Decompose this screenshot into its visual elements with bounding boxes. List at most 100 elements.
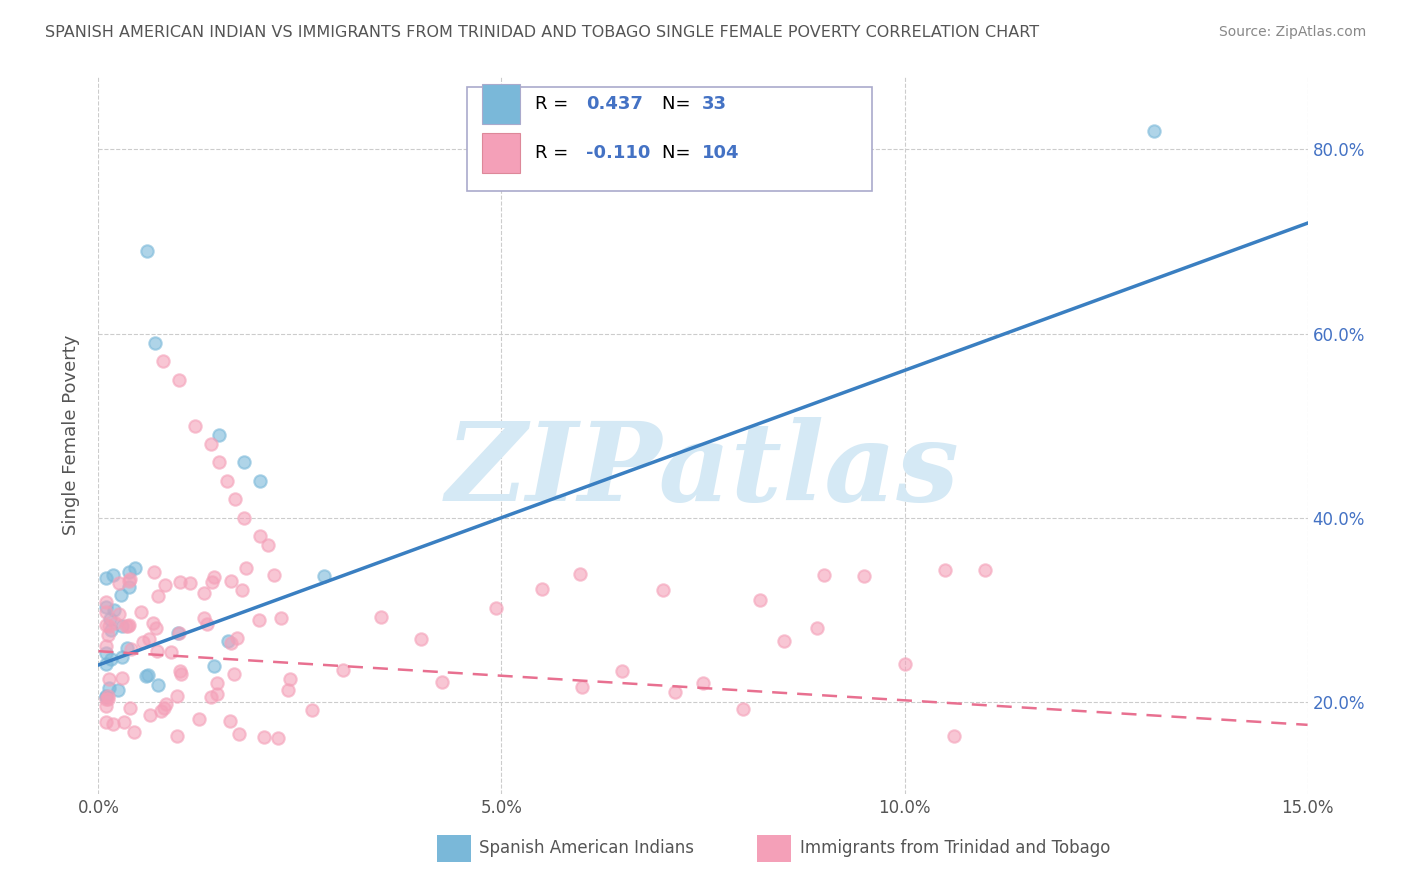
Point [135, 244, 157, 258]
Point [96, 657, 118, 672]
Point [263, 567, 285, 582]
Point [733, 702, 755, 716]
Point [132, 634, 155, 648]
Point [974, 563, 997, 577]
Point [96, 595, 118, 609]
Point [221, 574, 243, 589]
Point [208, 428, 231, 442]
Point [97, 690, 120, 704]
Point [96, 715, 118, 730]
Point [188, 712, 211, 726]
Point [108, 607, 131, 621]
Text: Spanish American Indians: Spanish American Indians [479, 839, 695, 857]
Point [122, 724, 145, 739]
Point [98, 681, 121, 696]
Text: 33: 33 [702, 95, 727, 113]
Text: ZIPatlas: ZIPatlas [446, 417, 960, 524]
Point [96, 618, 118, 632]
Point [97, 628, 120, 642]
Point [124, 561, 146, 575]
Point [166, 626, 188, 640]
Point [155, 698, 177, 712]
Point [202, 570, 225, 584]
Point [235, 561, 257, 575]
Point [568, 567, 591, 582]
Point [167, 373, 190, 387]
Point [118, 574, 141, 589]
Point [101, 717, 124, 731]
Point [100, 623, 122, 637]
Point [96, 639, 118, 653]
Point [129, 605, 152, 619]
Bar [482, 85, 520, 124]
Point [146, 589, 169, 603]
Text: N=: N= [662, 144, 696, 162]
Point [942, 729, 965, 743]
Point [651, 582, 673, 597]
Point [143, 335, 166, 350]
Y-axis label: Single Female Poverty: Single Female Poverty [62, 334, 80, 535]
Point [222, 666, 245, 681]
Point [253, 730, 276, 744]
Point [159, 645, 181, 659]
Point [120, 642, 142, 657]
Point [571, 680, 593, 694]
Point [247, 613, 270, 627]
Point [98, 612, 121, 626]
Point [249, 529, 271, 543]
Point [100, 652, 122, 666]
Point [207, 675, 229, 690]
Point [748, 592, 770, 607]
Point [96, 689, 118, 703]
Point [195, 616, 218, 631]
Point [153, 578, 176, 592]
Text: -0.110: -0.110 [586, 144, 650, 162]
Point [772, 634, 794, 648]
Point [142, 616, 165, 631]
Text: Immigrants from Trinidad and Tobago: Immigrants from Trinidad and Tobago [800, 839, 1111, 857]
Point [108, 576, 131, 591]
Point [166, 689, 188, 703]
Point [813, 568, 835, 582]
Point [111, 619, 134, 633]
Point [893, 657, 915, 671]
Point [118, 572, 141, 586]
Point [145, 621, 167, 635]
Point [97, 672, 120, 686]
Point [692, 676, 714, 690]
Point [314, 569, 336, 583]
Point [96, 600, 118, 615]
Point [118, 617, 141, 632]
Point [208, 455, 231, 469]
Point [853, 569, 876, 583]
Text: Source: ZipAtlas.com: Source: ZipAtlas.com [1219, 25, 1367, 39]
Point [138, 632, 160, 647]
Point [270, 610, 292, 624]
Point [135, 669, 157, 683]
Bar [758, 835, 792, 862]
Point [249, 474, 271, 488]
Point [120, 701, 142, 715]
Point [267, 731, 290, 745]
Point [107, 682, 129, 697]
Text: R =: R = [534, 95, 574, 113]
Point [217, 474, 239, 488]
Point [430, 674, 453, 689]
Point [112, 715, 135, 730]
Point [101, 567, 124, 582]
Point [98, 619, 121, 633]
Point [218, 714, 240, 728]
Point [111, 649, 134, 664]
Point [280, 673, 302, 687]
Point [117, 641, 139, 656]
Point [934, 563, 956, 577]
Point [409, 632, 432, 646]
Point [202, 659, 225, 673]
FancyBboxPatch shape [467, 87, 872, 191]
Point [149, 704, 172, 718]
Point [110, 588, 132, 602]
Point [1143, 124, 1166, 138]
Point [169, 625, 191, 640]
Bar [437, 835, 471, 862]
Text: SPANISH AMERICAN INDIAN VS IMMIGRANTS FROM TRINIDAD AND TOBAGO SINGLE FEMALE POV: SPANISH AMERICAN INDIAN VS IMMIGRANTS FR… [45, 25, 1039, 40]
